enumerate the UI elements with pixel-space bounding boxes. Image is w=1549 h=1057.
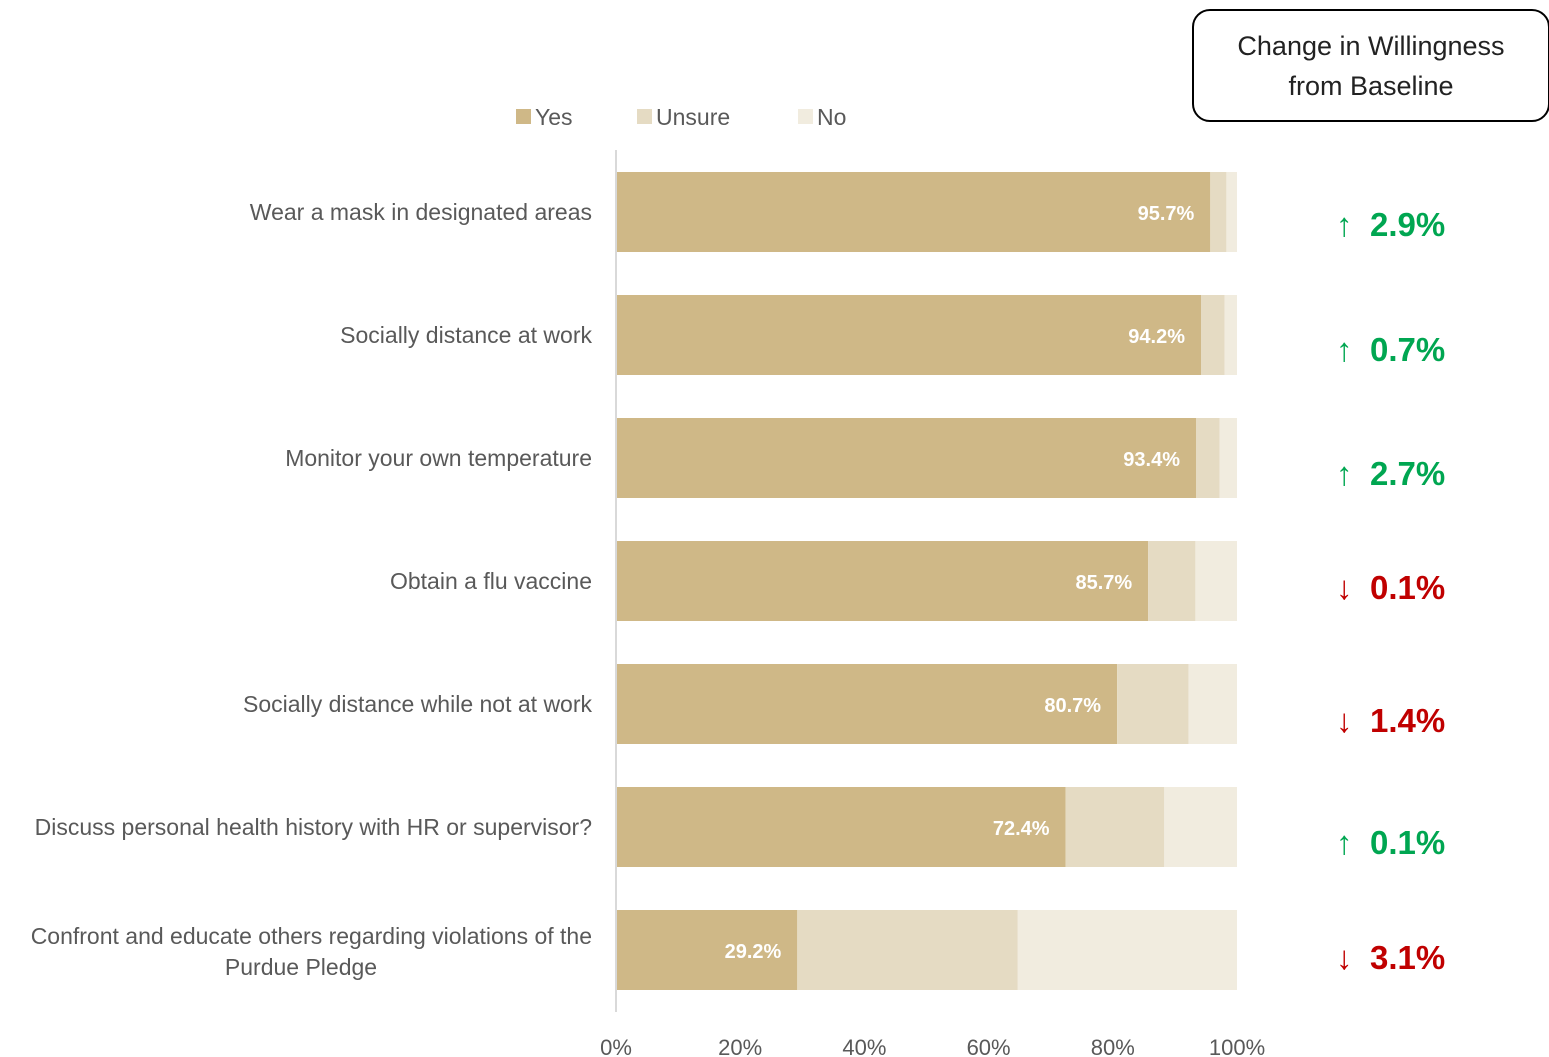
change-arrow-down-icon: ↓ — [1336, 939, 1353, 976]
data-label-yes-5: 72.4% — [993, 818, 1050, 840]
bar-yes-1 — [616, 295, 1201, 375]
legend-swatch-no — [798, 109, 813, 124]
data-label-yes-0: 95.7% — [1138, 203, 1195, 225]
bar-no-6 — [1017, 910, 1237, 990]
x-tick-label-3: 60% — [967, 1035, 1011, 1057]
change-value-1: 0.7% — [1370, 331, 1445, 368]
change-value-0: 2.9% — [1370, 206, 1445, 243]
bar-unsure-2 — [1196, 418, 1220, 498]
legend-swatch-unsure — [637, 109, 652, 124]
change-arrow-down-icon: ↓ — [1336, 569, 1353, 606]
change-value-5: 0.1% — [1370, 824, 1445, 861]
bar-no-0 — [1226, 172, 1237, 252]
bar-yes-4 — [616, 664, 1118, 744]
category-label-1: Socially distance at work — [340, 322, 592, 348]
change-value-4: 1.4% — [1370, 702, 1445, 739]
x-tick-label-5: 100% — [1209, 1035, 1265, 1057]
bar-unsure-0 — [1210, 172, 1227, 252]
bar-unsure-5 — [1065, 787, 1165, 867]
x-tick-label-0: 0% — [600, 1035, 632, 1057]
bar-no-3 — [1195, 541, 1237, 621]
x-tick-label-4: 80% — [1091, 1035, 1135, 1057]
bar-no-1 — [1224, 295, 1237, 375]
data-label-yes-3: 85.7% — [1075, 572, 1132, 594]
bars: 95.7% 94.2% 93.4% 85.7% 80.7% 72.4% 29.2% — [616, 172, 1237, 990]
data-label-yes-1: 94.2% — [1128, 326, 1185, 348]
legend-label-no: No — [817, 104, 846, 130]
bar-unsure-3 — [1148, 541, 1196, 621]
category-labels: Wear a mask in designated areas Socially … — [31, 199, 593, 980]
change-callout-line1: Change in Willingness — [1237, 30, 1505, 61]
category-label-0: Wear a mask in designated areas — [250, 199, 592, 225]
change-arrow-up-icon: ↑ — [1336, 206, 1353, 243]
category-label-4: Socially distance while not at work — [243, 691, 592, 717]
change-arrow-down-icon: ↓ — [1336, 702, 1353, 739]
x-tick-label-2: 40% — [842, 1035, 886, 1057]
legend-swatch-yes — [516, 109, 531, 124]
bar-unsure-4 — [1117, 664, 1189, 744]
bar-unsure-1 — [1201, 295, 1225, 375]
change-arrow-up-icon: ↑ — [1336, 331, 1353, 368]
category-label-3: Obtain a flu vaccine — [390, 568, 592, 594]
x-tick-label-1: 20% — [718, 1035, 762, 1057]
change-callout-box: Change in Willingness from Baseline — [1192, 9, 1549, 122]
change-arrow-up-icon: ↑ — [1336, 824, 1353, 861]
bar-unsure-6 — [797, 910, 1018, 990]
category-label-6: Confront and educate others regarding vi… — [31, 923, 592, 980]
bar-no-5 — [1164, 787, 1237, 867]
bar-yes-5 — [616, 787, 1066, 867]
bar-yes-6 — [616, 910, 798, 990]
bar-yes-3 — [616, 541, 1149, 621]
bar-yes-2 — [616, 418, 1196, 498]
change-value-2: 2.7% — [1370, 455, 1445, 492]
x-axis-ticks: 0% 20% 40% 60% 80% 100% — [600, 1035, 1265, 1057]
category-label-2: Monitor your own temperature — [285, 445, 592, 471]
data-label-yes-4: 80.7% — [1044, 695, 1101, 717]
data-label-yes-6: 29.2% — [725, 941, 782, 963]
legend: Yes Unsure No — [516, 104, 846, 130]
change-labels: ↑ 2.9% ↑ 0.7% ↑ 2.7% ↓ 0.1% ↓ 1.4% ↑ 0.1% ↓ 3.1% — [1336, 206, 1445, 976]
change-value-6: 3.1% — [1370, 939, 1445, 976]
bar-no-2 — [1219, 418, 1237, 498]
change-callout-line2: from Baseline — [1288, 70, 1454, 101]
change-arrow-up-icon: ↑ — [1336, 455, 1353, 492]
bar-yes-0 — [616, 172, 1211, 252]
data-label-yes-2: 93.4% — [1123, 449, 1180, 471]
legend-label-unsure: Unsure — [656, 104, 730, 130]
legend-label-yes: Yes — [535, 104, 573, 130]
change-value-3: 0.1% — [1370, 569, 1445, 606]
bar-no-4 — [1188, 664, 1237, 744]
category-label-5: Discuss personal health history with HR … — [35, 814, 592, 840]
